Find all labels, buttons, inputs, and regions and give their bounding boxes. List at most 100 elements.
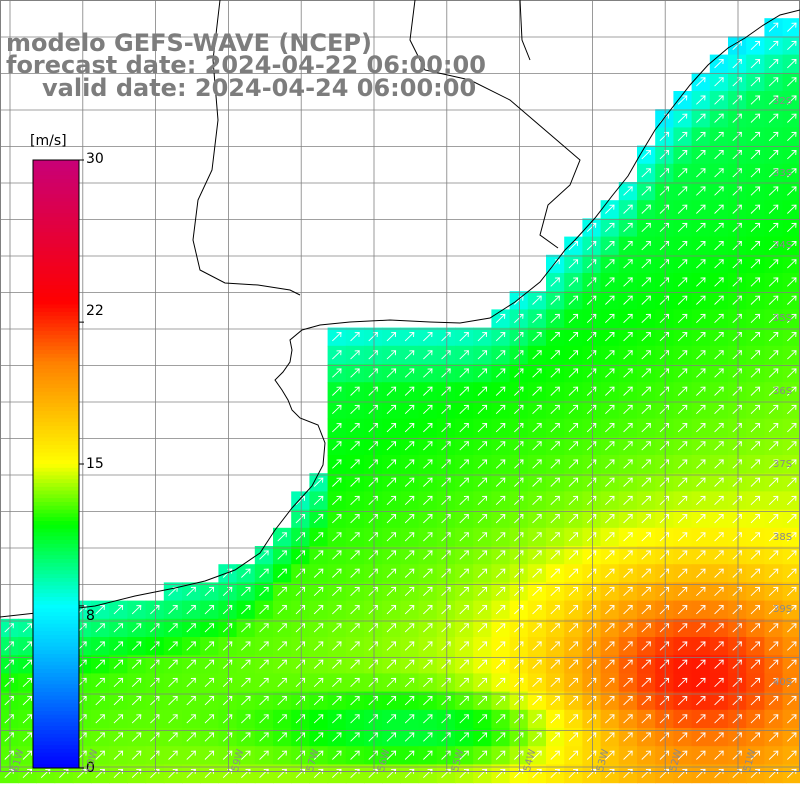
wind-arrow	[332, 514, 342, 524]
wind-arrow	[532, 677, 542, 688]
colorbar-swatch	[33, 452, 79, 457]
colorbar-swatch	[33, 372, 79, 378]
wind-arrow	[659, 659, 670, 669]
colorbar-swatch	[33, 365, 79, 370]
wind-arrow	[659, 186, 670, 196]
colorbar-swatch	[33, 467, 79, 473]
colorbar-swatch	[33, 289, 79, 294]
wind-arrow	[677, 532, 688, 542]
wind-arrow	[204, 659, 215, 669]
wind-arrow	[350, 696, 360, 706]
wind-arrow	[532, 514, 542, 524]
wind-arrow	[332, 659, 342, 669]
wind-arrow	[477, 641, 488, 651]
wind-arrow	[568, 623, 579, 633]
wind-arrows	[4, 22, 797, 779]
wind-arrow	[532, 714, 542, 724]
wind-arrow	[750, 477, 761, 487]
wind-arrow	[605, 696, 615, 706]
wind-arrow	[550, 313, 560, 324]
wind-arrow	[113, 768, 124, 779]
wind-arrow	[368, 641, 378, 651]
wind-arrow	[423, 404, 433, 415]
wind-arrow	[113, 714, 124, 724]
wind-arrow	[313, 696, 324, 706]
wind-arrow	[532, 768, 542, 779]
wind-arrow	[732, 77, 742, 87]
wind-arrow	[677, 295, 688, 305]
wind-arrow	[495, 659, 506, 669]
wind-arrow	[495, 714, 506, 724]
wind-arrow	[259, 623, 269, 633]
wind-arrow	[641, 732, 651, 742]
wind-arrow	[659, 550, 670, 560]
wind-arrow	[332, 677, 342, 688]
colorbar-unit: [m/s]	[30, 133, 67, 149]
wind-arrow	[641, 696, 651, 706]
wind-arrow	[295, 732, 306, 742]
wind-arrow	[750, 623, 761, 633]
wind-arrow	[259, 750, 269, 760]
wind-arrow	[677, 368, 688, 378]
colorbar-swatch	[33, 220, 79, 226]
wind-arrow	[677, 659, 688, 669]
wind-arrow	[150, 659, 160, 669]
colorbar-swatch	[33, 646, 79, 651]
wind-arrow	[750, 495, 761, 506]
wind-arrow	[441, 605, 451, 615]
wind-arrow	[568, 404, 579, 415]
wind-arrow	[787, 514, 797, 524]
wind-arrow	[586, 532, 597, 542]
wind-arrow	[787, 696, 797, 706]
wind-arrow	[605, 677, 615, 688]
wind-arrow	[659, 696, 670, 706]
wind-arrow	[350, 477, 360, 487]
wind-arrow	[350, 550, 360, 560]
wind-arrow	[641, 386, 651, 396]
wind-arrow	[441, 750, 451, 760]
wind-arrow	[4, 714, 14, 724]
wind-arrow	[623, 568, 633, 578]
wind-arrow	[514, 459, 524, 469]
wind-arrow	[95, 605, 105, 615]
wind-arrow	[313, 768, 324, 779]
wind-arrow	[641, 277, 651, 287]
wind-arrow	[404, 714, 415, 724]
wind-arrow	[768, 204, 779, 214]
wind-arrow	[750, 150, 761, 160]
wind-arrow	[696, 241, 706, 251]
wind-arrow	[568, 277, 579, 287]
wind-arrow	[677, 441, 688, 451]
wind-arrow	[623, 732, 633, 742]
wind-arrow	[477, 714, 488, 724]
country-border	[192, 0, 301, 296]
colorbar-swatch	[33, 513, 79, 518]
wind-arrow	[204, 696, 215, 706]
colorbar-swatch	[33, 471, 79, 476]
wind-arrow	[514, 441, 524, 451]
wind-arrow	[696, 514, 706, 524]
wind-arrow	[550, 750, 560, 760]
wind-arrow	[714, 222, 724, 233]
wind-arrow	[459, 350, 469, 360]
wind-arrow	[714, 423, 724, 433]
wind-arrow	[586, 768, 597, 779]
colorbar-swatch	[33, 445, 79, 450]
wind-arrow	[659, 222, 670, 233]
wind-arrow	[659, 241, 670, 251]
colorbar-swatch	[33, 399, 79, 404]
wind-arrow	[532, 659, 542, 669]
colorbar-swatch	[33, 380, 79, 385]
wind-arrow	[605, 641, 615, 651]
colorbar-swatch	[33, 479, 79, 484]
wind-arrow	[368, 532, 378, 542]
wind-arrow	[441, 696, 451, 706]
wind-arrow	[605, 386, 615, 396]
wind-arrow	[477, 350, 488, 360]
wind-arrow	[586, 586, 597, 597]
wind-arrow	[568, 459, 579, 469]
wind-arrow	[787, 459, 797, 469]
wind-arrow	[750, 659, 761, 669]
colorbar-swatch	[33, 437, 79, 442]
wind-arrow	[259, 550, 269, 560]
